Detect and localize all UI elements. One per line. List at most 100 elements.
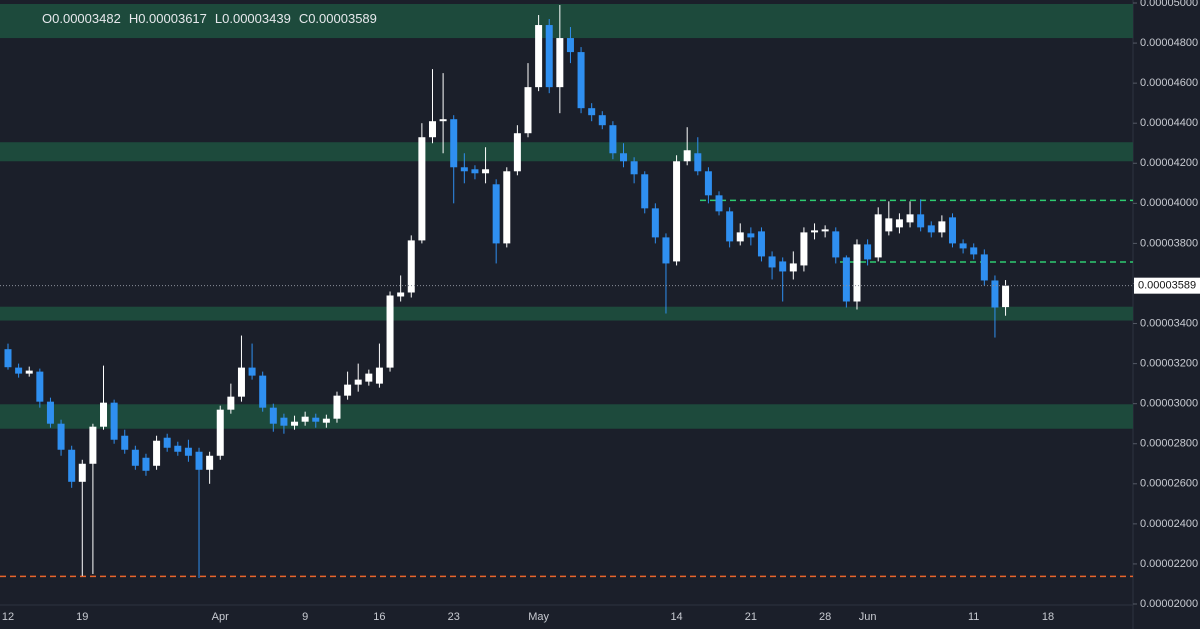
- legend-value: 0.00003482: [52, 11, 121, 26]
- y-tick-label: 0.00005000: [1140, 0, 1198, 9]
- candle-body: [237, 367, 245, 397]
- y-tick-label: 0.00004200: [1140, 157, 1198, 169]
- price-label-box: [1134, 277, 1200, 294]
- candle-body: [715, 195, 723, 212]
- candle-body: [57, 423, 65, 450]
- candle-body: [301, 416, 309, 422]
- candle-body: [588, 108, 596, 116]
- candle-body: [36, 371, 44, 402]
- candle-body: [800, 232, 808, 266]
- candle-body: [704, 171, 712, 196]
- candle-body: [757, 231, 765, 257]
- candle-body: [344, 384, 352, 396]
- candle-body: [885, 218, 893, 232]
- candle-body: [195, 451, 203, 470]
- price-label: 0.00003589: [1138, 280, 1196, 292]
- candle-body: [683, 150, 691, 162]
- candle-body: [439, 119, 447, 122]
- candle-body: [375, 367, 383, 384]
- candle-body: [927, 225, 935, 233]
- candle-body: [110, 402, 118, 440]
- legend-value: 0.00003589: [308, 11, 377, 26]
- candle-body: [397, 292, 405, 297]
- x-tick-label: 9: [302, 611, 308, 623]
- candle-body: [513, 133, 521, 172]
- candle-body: [163, 437, 171, 448]
- candle-body: [492, 184, 500, 244]
- candle-body: [747, 233, 755, 238]
- candle-body: [153, 440, 161, 466]
- candle-body: [68, 449, 76, 482]
- y-tick-label: 0.00002400: [1140, 518, 1198, 530]
- candle-body: [4, 349, 12, 368]
- candle-body: [174, 445, 182, 452]
- candle-body: [938, 221, 946, 233]
- candle-body: [906, 214, 914, 223]
- candle-body: [694, 153, 702, 172]
- y-tick-label: 0.00003200: [1140, 358, 1198, 370]
- candle-body: [864, 244, 872, 260]
- candle-body: [354, 379, 362, 385]
- candle-body: [227, 396, 235, 410]
- legend-key: O: [42, 11, 52, 26]
- candle-body: [78, 463, 86, 482]
- candle-body: [460, 167, 468, 172]
- candle-body: [991, 280, 999, 308]
- candle-body: [259, 375, 267, 408]
- candle-body: [651, 208, 659, 238]
- candle-body: [609, 125, 617, 154]
- candle-body: [779, 261, 787, 272]
- candle-body: [100, 402, 108, 427]
- candle-body: [598, 115, 606, 126]
- legend-key: H: [129, 11, 138, 26]
- candle-body: [25, 370, 33, 374]
- candle-body: [842, 257, 850, 302]
- candle-body: [566, 38, 574, 53]
- candle-body: [577, 52, 585, 109]
- candle-body: [524, 87, 532, 134]
- candle-body: [248, 367, 256, 376]
- candle-body: [895, 219, 903, 228]
- y-tick-label: 0.00002600: [1140, 478, 1198, 490]
- x-tick-label: Apr: [212, 611, 229, 623]
- x-tick-label: 11: [968, 611, 979, 623]
- candle-body: [46, 401, 54, 424]
- candle-body: [630, 161, 638, 175]
- legend-value: 0.00003617: [138, 11, 207, 26]
- candle-body: [917, 214, 925, 228]
- legend-key: L: [215, 11, 222, 26]
- zone: [0, 306, 1133, 321]
- candle-body: [15, 367, 23, 374]
- zone: [0, 4, 1133, 39]
- candle-body: [450, 119, 458, 168]
- candle-body: [131, 449, 139, 466]
- candle-body: [428, 121, 436, 138]
- x-tick-label: 18: [1042, 611, 1054, 623]
- candle-body: [184, 447, 192, 456]
- ohlc-legend: O0.00003482 H0.00003617 L0.00003439 C0.0000…: [42, 11, 377, 26]
- candle-body: [874, 214, 882, 258]
- candle-body: [948, 217, 956, 244]
- candle-body: [811, 230, 819, 233]
- candle-body: [269, 407, 277, 424]
- candle-body: [726, 211, 734, 242]
- candle-body: [280, 417, 288, 426]
- candle-body: [535, 25, 543, 88]
- zone: [0, 404, 1133, 429]
- candle-body: [312, 417, 320, 422]
- candle-body: [736, 232, 744, 242]
- candle-body: [333, 395, 341, 419]
- y-tick-label: 0.00003000: [1140, 398, 1198, 410]
- candle-body: [556, 38, 564, 88]
- candle-body: [216, 409, 224, 456]
- y-tick-label: 0.00004400: [1140, 117, 1198, 129]
- candle-body: [673, 161, 681, 262]
- x-tick-label: 12: [2, 611, 14, 623]
- x-tick-label: 28: [819, 611, 831, 623]
- legend-value: 0.00003439: [222, 11, 291, 26]
- y-tick-label: 0.00002200: [1140, 558, 1198, 570]
- y-tick-label: 0.00003400: [1140, 317, 1198, 329]
- candle-body: [121, 435, 129, 450]
